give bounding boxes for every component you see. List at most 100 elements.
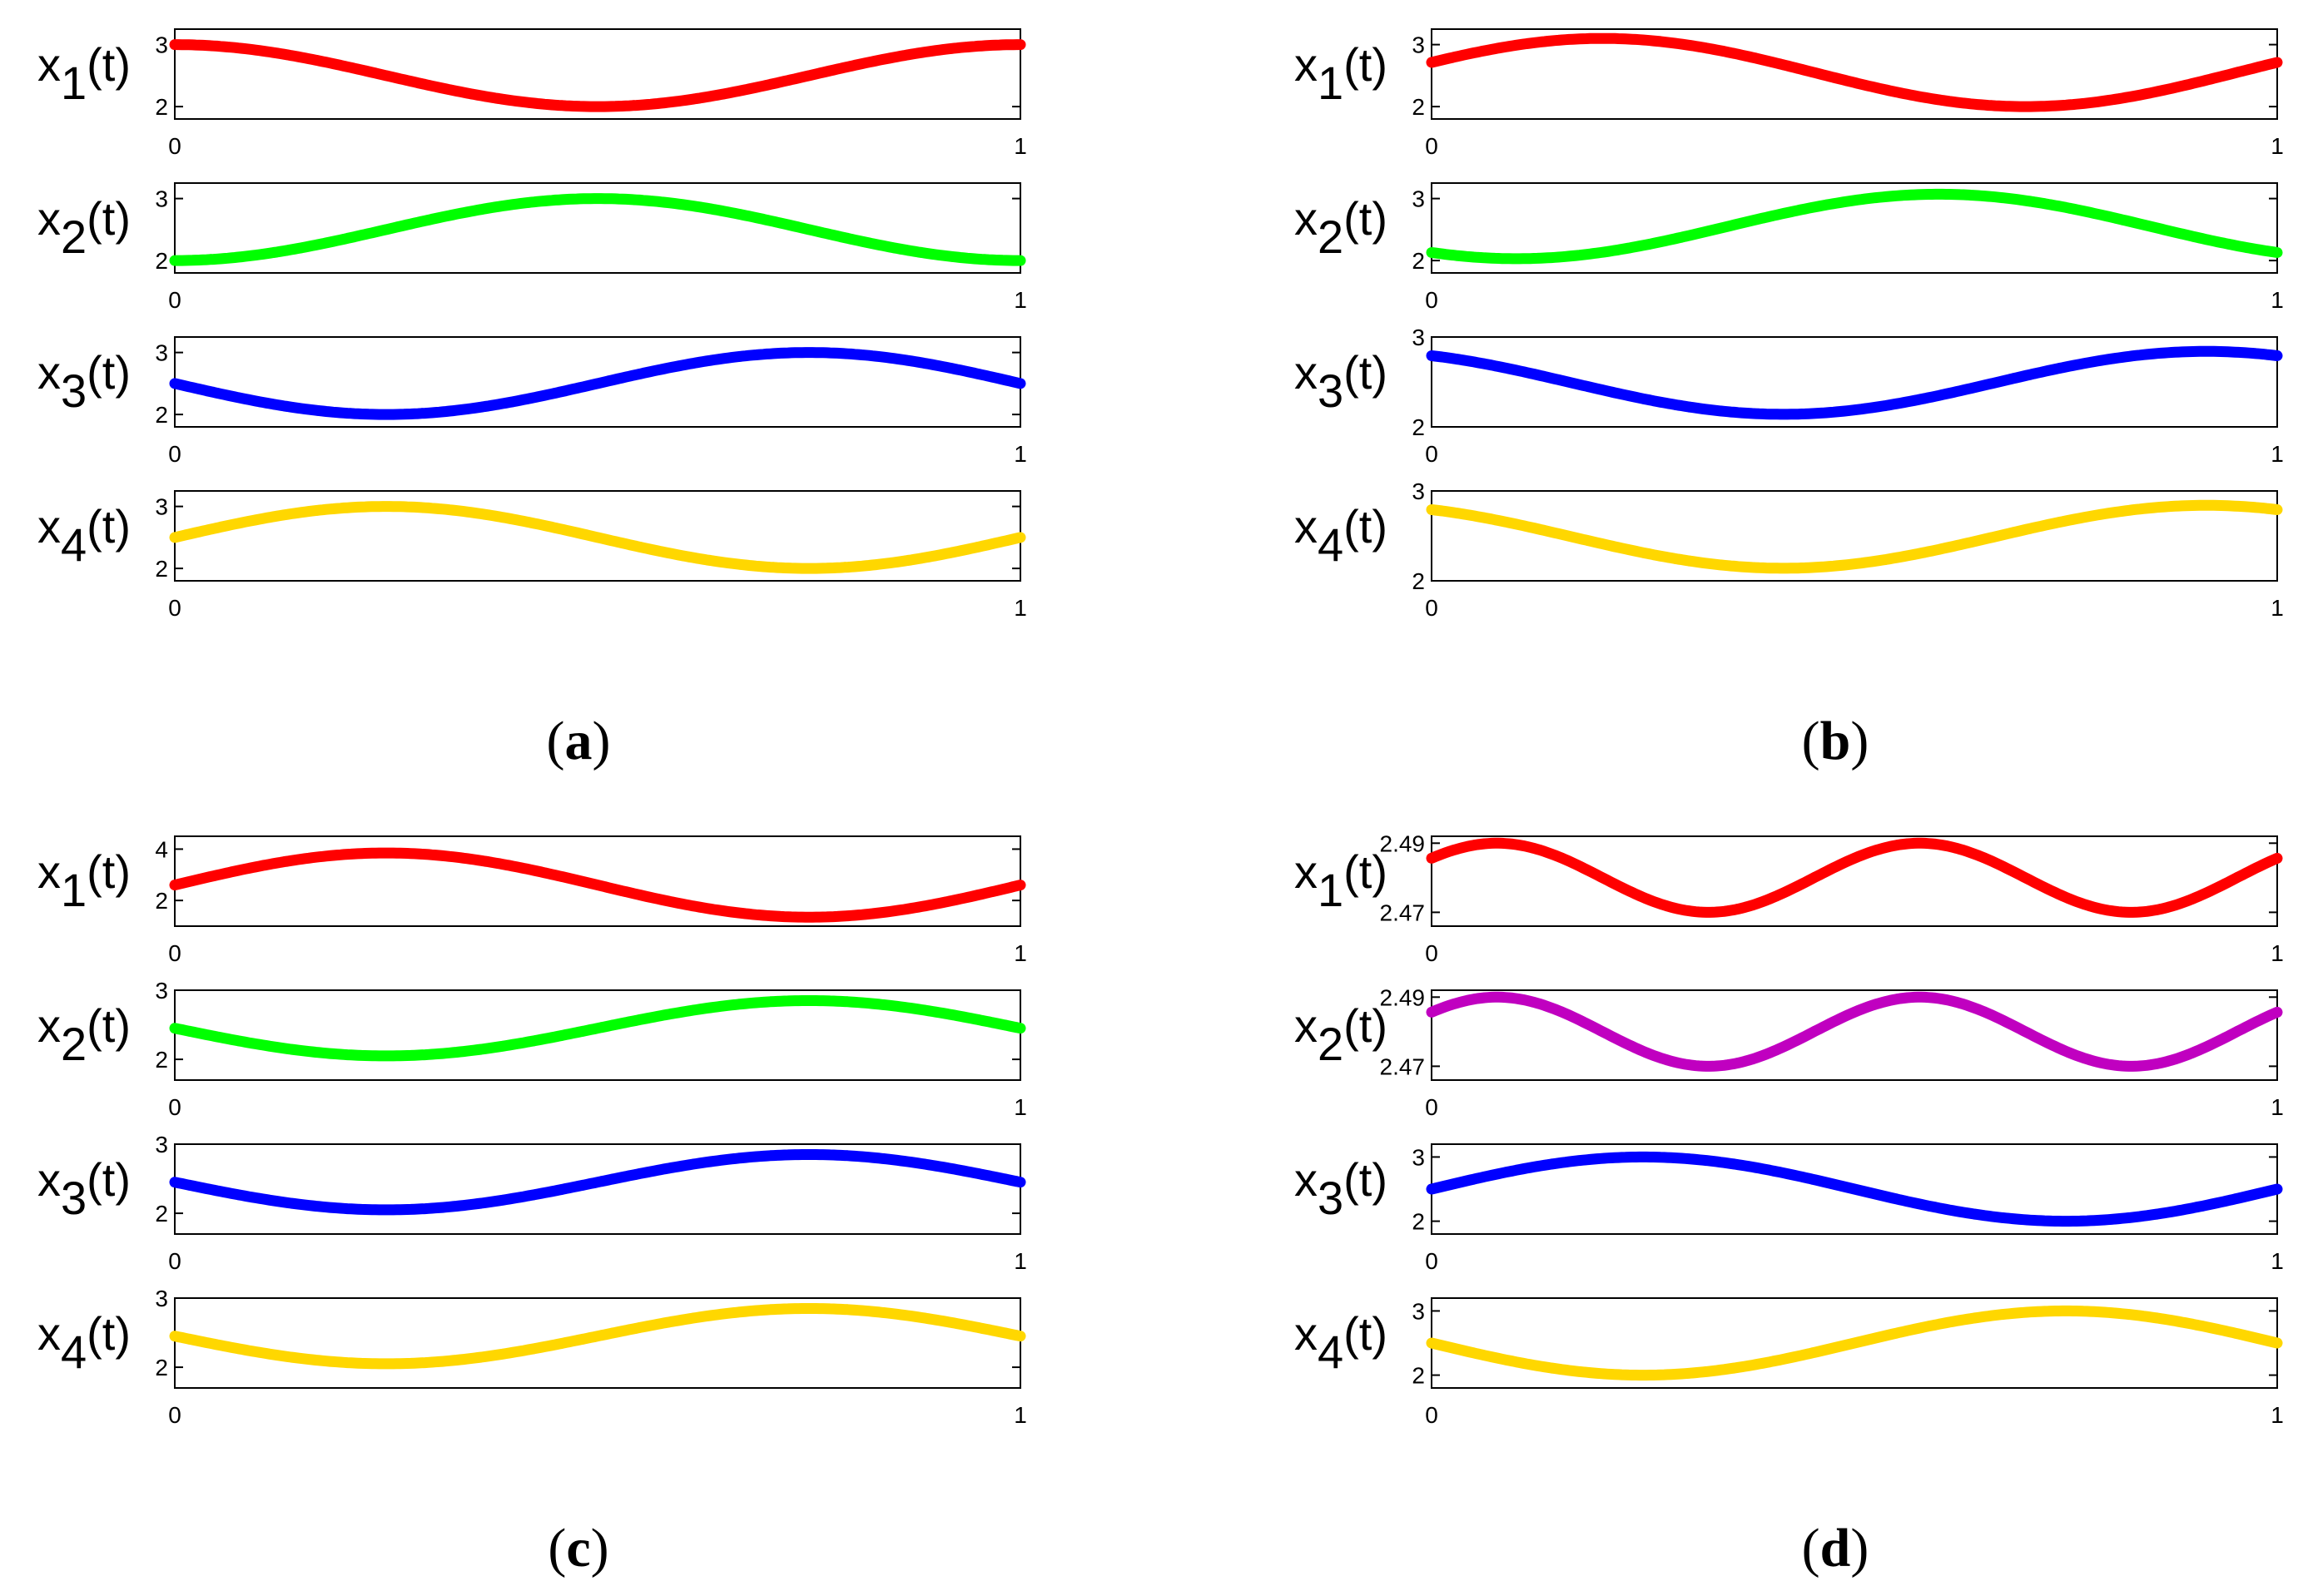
x-tick-label: 1 <box>1014 287 1027 313</box>
x-tick-label: 0 <box>168 1094 181 1120</box>
series-x1 <box>169 39 1026 112</box>
x-tick-label: 0 <box>1425 133 1438 159</box>
y-tick-label: 2 <box>155 556 168 582</box>
caption-d: (d) <box>1802 1518 1869 1579</box>
panel-d-subplot-2: 2.47 2.49 0 1 x2(t) <box>1294 984 2284 1120</box>
series-x3 <box>1426 1151 2283 1227</box>
axes-frame <box>174 28 1021 120</box>
series-x1 <box>1426 32 2283 112</box>
x-tick-label: 1 <box>2271 595 2284 621</box>
y-tick-label: 3 <box>155 1132 168 1157</box>
ylabel-x4: x4(t) <box>1294 500 1387 571</box>
y-tick-label: 2.47 <box>1380 1053 1426 1079</box>
axes-frame <box>174 182 1021 274</box>
panel-d: 2.472.490 1x1(t)2.472.490 1x2(t)230 1x3(t)2… <box>1294 830 2284 1579</box>
y-tick-label: 2 <box>155 1355 168 1380</box>
series-x4 <box>1426 1305 2283 1381</box>
x-tick-label: 0 <box>168 940 181 966</box>
caption-c: (c) <box>548 1518 608 1579</box>
ylabel-x2: x2(t) <box>1294 999 1387 1070</box>
series-x3 <box>1426 345 2283 420</box>
y-tick-label: 2.49 <box>1380 984 1426 1010</box>
panel-b-subplot-4: 2 3 0 1 x4(t) <box>1294 478 2284 621</box>
y-tick-label: 2 <box>155 402 168 428</box>
x-tick-label: 1 <box>2271 441 2284 467</box>
caption-a: (a) <box>547 711 611 771</box>
y-tick-label: 3 <box>155 32 168 58</box>
series-x3 <box>169 1149 1026 1216</box>
panel-b-subplot-3: 2 3 0 1 x3(t) <box>1294 325 2284 467</box>
caption-b: (b) <box>1802 711 1869 771</box>
x-tick-label: 1 <box>1014 441 1027 467</box>
x-tick-label: 1 <box>2271 1094 2284 1120</box>
series-x2 <box>1426 188 2283 265</box>
panel-b-subplot-1: 2 3 0 1 x1(t) <box>1294 28 2284 159</box>
x-tick-label: 0 <box>168 133 181 159</box>
panel-a-subplot-1: 2 3 0 1 x1(t) <box>37 28 1027 159</box>
panel-a-subplot-2: 2 3 0 1 x2(t) <box>37 182 1027 313</box>
y-tick-label: 2 <box>155 1047 168 1073</box>
ylabel-x1: x1(t) <box>1294 845 1387 916</box>
y-tick-label: 3 <box>1412 32 1425 58</box>
axes-frame <box>1431 28 2278 120</box>
ylabel-x2: x2(t) <box>37 999 131 1070</box>
y-tick-label: 3 <box>1412 1144 1425 1170</box>
x-tick-label: 1 <box>1014 1248 1027 1274</box>
y-tick-label: 2 <box>155 248 168 274</box>
y-tick-label: 2 <box>155 94 168 120</box>
y-tick-label: 2.47 <box>1380 900 1426 925</box>
panel-a: 2 3 0 1 x1(t) 2 3 0 1 x2(t) 2 3 0 1 x3(t) 2 3 0 1 x4(t) (a) <box>37 28 1027 771</box>
y-tick-label: 3 <box>155 186 168 212</box>
series-x1 <box>169 847 1026 923</box>
series-x4 <box>169 1303 1026 1370</box>
x-tick-label: 0 <box>1425 595 1438 621</box>
ylabel-x4: x4(t) <box>37 1307 131 1378</box>
x-tick-label: 1 <box>2271 1402 2284 1428</box>
y-tick-label: 2 <box>1412 248 1425 274</box>
x-tick-label: 0 <box>168 1402 181 1428</box>
y-tick-label: 3 <box>155 978 168 1004</box>
x-tick-label: 1 <box>2271 1248 2284 1274</box>
axes-frame <box>1431 835 2278 927</box>
x-tick-label: 1 <box>1014 1402 1027 1428</box>
panel-d-subplot-4: 2 3 0 1 x4(t) <box>1294 1297 2284 1428</box>
ylabel-x2: x2(t) <box>1294 192 1387 263</box>
ylabel-x1: x1(t) <box>37 38 131 109</box>
panel-d-subplot-1: 2.47 2.49 0 1 x1(t) <box>1294 830 2284 966</box>
x-tick-label: 1 <box>1014 940 1027 966</box>
series-x3 <box>169 347 1026 420</box>
x-tick-label: 1 <box>1014 1094 1027 1120</box>
y-tick-label: 2 <box>1412 94 1425 120</box>
axes-frame <box>174 989 1021 1081</box>
ylabel-x3: x3(t) <box>1294 346 1387 417</box>
axes-frame <box>1431 490 2278 582</box>
panel-b-subplot-2: 2 3 0 1 x2(t) <box>1294 182 2284 313</box>
series-x4 <box>169 501 1026 574</box>
axes-frame <box>1431 182 2278 274</box>
x-tick-label: 0 <box>1425 287 1438 313</box>
y-tick-label: 4 <box>155 836 168 862</box>
x-tick-label: 0 <box>1425 940 1438 966</box>
y-tick-label: 3 <box>155 494 168 520</box>
x-tick-label: 0 <box>1425 1248 1438 1274</box>
y-tick-label: 3 <box>155 1286 168 1311</box>
y-tick-label: 2 <box>1412 568 1425 594</box>
y-tick-label: 3 <box>1412 325 1425 350</box>
y-tick-label: 2 <box>155 888 168 914</box>
y-tick-label: 2 <box>1412 1363 1425 1389</box>
x-tick-label: 0 <box>1425 441 1438 467</box>
axes-frame <box>1431 336 2278 428</box>
x-tick-label: 0 <box>168 441 181 467</box>
y-tick-label: 3 <box>1412 478 1425 504</box>
panel-c-subplot-2: 2 3 0 1 x2(t) <box>37 978 1027 1120</box>
x-tick-label: 0 <box>168 1248 181 1274</box>
ylabel-x3: x3(t) <box>37 1153 131 1224</box>
y-tick-label: 2 <box>1412 1209 1425 1235</box>
series-x2 <box>1426 991 2283 1072</box>
y-tick-label: 2 <box>155 1201 168 1227</box>
series-x2 <box>169 193 1026 266</box>
ylabel-x4: x4(t) <box>1294 1307 1387 1378</box>
panel-c-subplot-4: 2 3 0 1 x4(t) <box>37 1286 1027 1428</box>
y-tick-label: 3 <box>155 340 168 366</box>
